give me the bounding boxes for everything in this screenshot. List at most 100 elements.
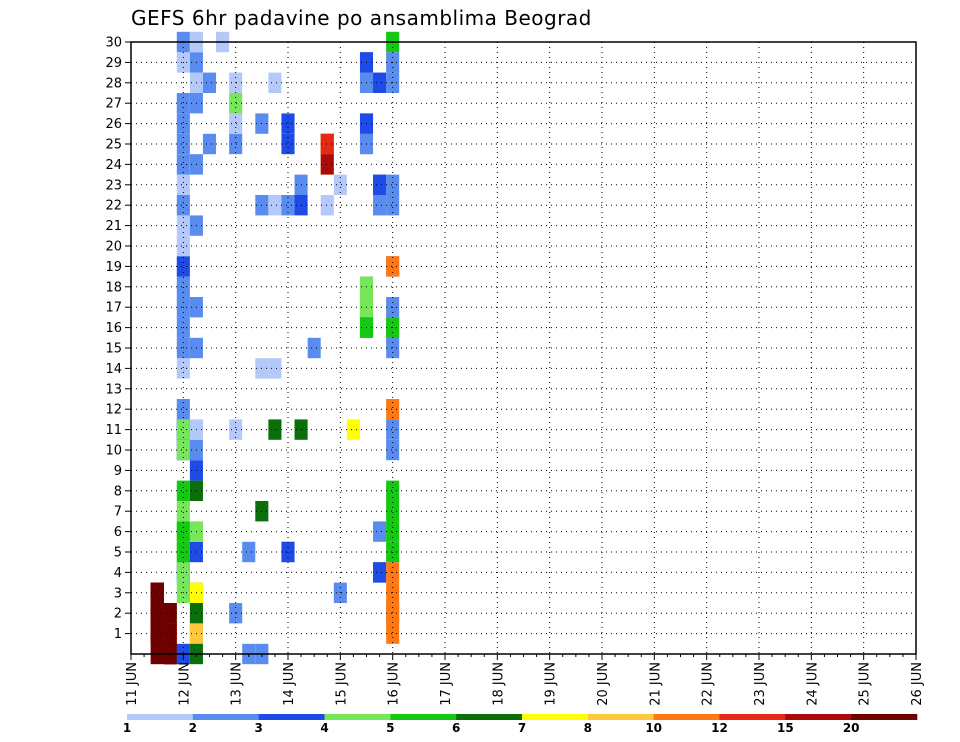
y-tick-label: 20	[105, 240, 122, 255]
heatmap-cell	[386, 399, 400, 420]
y-tick-label: 22	[105, 199, 122, 214]
legend-color-segment	[785, 714, 852, 720]
legend-color-segment	[390, 714, 457, 720]
x-axis: 11 JUN 12 JUN 13 JUN 14 JUN 15 JUN 16 JUN 17 J…	[125, 654, 925, 706]
y-tick-label: 3	[114, 586, 122, 601]
heatmap-cell	[150, 582, 164, 603]
heatmap-cell	[386, 256, 400, 277]
legend-color-segment	[192, 714, 259, 720]
legend-color-segment	[587, 714, 654, 720]
y-tick-label: 14	[105, 362, 122, 377]
x-tick-label: 20 JUN	[596, 662, 611, 706]
legend-label: 15	[777, 721, 794, 735]
heatmap-cell	[176, 276, 190, 297]
heatmap-cell	[176, 93, 190, 114]
heatmap-cell	[346, 419, 360, 440]
y-tick-label: 1	[114, 627, 122, 642]
x-tick-label: 15 JUN	[334, 662, 349, 706]
heatmap-cell	[268, 72, 282, 93]
heatmap-cell	[176, 501, 190, 522]
y-tick-label: 2	[114, 607, 122, 622]
y-tick-label: 24	[105, 158, 122, 173]
y-tick-label: 5	[114, 546, 122, 561]
legend-label: 8	[584, 721, 592, 735]
x-tick-label: 23 JUN	[753, 662, 768, 706]
heatmap-cell	[386, 603, 400, 624]
x-tick-label: 12 JUN	[177, 662, 192, 706]
heatmap-cell	[268, 358, 282, 379]
heatmap-cell	[163, 623, 177, 644]
heatmap-cell	[320, 154, 334, 175]
y-tick-label: 9	[114, 464, 122, 479]
legend-color-segment	[324, 714, 391, 720]
legend-label: 3	[254, 721, 262, 735]
y-tick-label: 16	[105, 321, 122, 336]
heatmap-cell	[268, 419, 282, 440]
legend-label: 10	[645, 721, 662, 735]
y-tick-label: 6	[114, 525, 122, 540]
heatmap-cell	[242, 541, 256, 563]
heatmap-cell	[176, 154, 190, 175]
heatmap-cell	[176, 235, 190, 257]
heatmap-cell	[268, 195, 282, 216]
x-tick-label: 11 JUN	[125, 662, 140, 706]
legend-label: 7	[518, 721, 526, 735]
x-tick-label: 17 JUN	[439, 662, 454, 706]
heatmap-cell	[386, 623, 400, 644]
y-tick-label: 13	[105, 382, 122, 397]
heatmap-cell	[150, 623, 164, 644]
heatmap-cell	[229, 113, 243, 134]
heatmap-cell	[176, 113, 190, 134]
heatmap-cell	[333, 174, 347, 195]
heatmap-cell	[386, 174, 400, 195]
heatmap-cell	[176, 439, 190, 461]
heatmap-cell	[373, 562, 387, 583]
heatmap-cell	[229, 603, 243, 624]
heatmap-cell	[229, 419, 243, 440]
heatmap-cell	[176, 215, 190, 236]
heatmap-cell	[373, 521, 387, 542]
x-tick-label: 25 JUN	[858, 662, 873, 706]
x-tick-label: 24 JUN	[805, 662, 820, 706]
heatmap-cell	[307, 337, 321, 359]
y-tick-label: 10	[105, 444, 122, 459]
legend-label: 12	[711, 721, 728, 735]
y-tick-label: 26	[105, 117, 122, 132]
x-tick-label: 18 JUN	[491, 662, 506, 706]
y-tick-label: 19	[105, 260, 122, 275]
legend-color-segment	[258, 714, 325, 720]
x-tick-label: 14 JUN	[282, 662, 297, 706]
y-tick-label: 23	[105, 178, 122, 193]
heatmap-cell	[163, 603, 177, 624]
x-tick-label: 19 JUN	[544, 662, 559, 706]
y-tick-label: 21	[105, 219, 122, 234]
legend-label: 6	[452, 721, 460, 735]
heatmap-cell	[386, 521, 400, 542]
y-tick-label: 18	[105, 280, 122, 295]
x-tick-label: 22 JUN	[701, 662, 716, 706]
heatmap-cell	[202, 72, 217, 93]
y-tick-label: 7	[114, 505, 122, 520]
legend-label: 20	[843, 721, 860, 735]
heatmap-cell	[386, 195, 400, 216]
heatmap-cell	[373, 72, 387, 93]
legend-label: 1	[123, 721, 131, 735]
heatmap-cell	[281, 113, 295, 134]
heatmap-cell	[202, 133, 217, 155]
heatmap-cell	[386, 419, 400, 440]
heatmap-cell	[386, 480, 400, 501]
heatmap-cell	[281, 195, 295, 216]
y-tick-label: 27	[105, 97, 122, 112]
y-tick-label: 4	[114, 566, 122, 581]
heatmap-cell	[373, 174, 387, 195]
legend-color-segment	[719, 714, 786, 720]
x-tick-label: 13 JUN	[230, 662, 245, 706]
heatmap-cell	[176, 399, 190, 420]
legend-label: 4	[320, 721, 328, 735]
heatmap-cell	[150, 603, 164, 624]
heatmap-cell	[176, 521, 190, 542]
heatmap-cell	[176, 480, 190, 501]
y-tick-label: 29	[105, 56, 122, 71]
heatmap-cell	[176, 256, 190, 277]
